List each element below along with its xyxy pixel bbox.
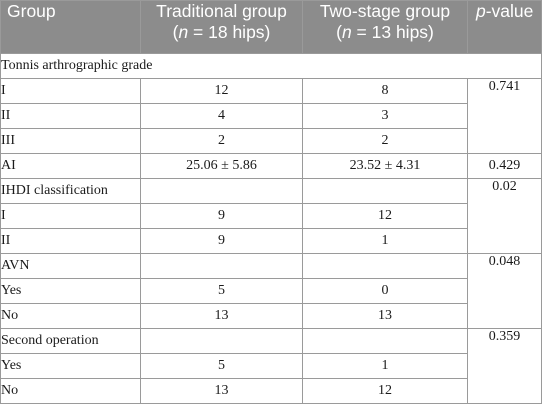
row-label: Yes (0, 278, 141, 304)
table-row: III 2 2 (0, 128, 542, 154)
two-stage-value: 0 (302, 278, 468, 304)
empty-cell (140, 178, 303, 204)
row-label: Yes (0, 353, 141, 379)
two-stage-value: 12 (302, 203, 468, 229)
row-label: No (0, 378, 141, 404)
row-label: I (0, 203, 141, 229)
traditional-value: 4 (140, 103, 303, 129)
section-row-tonnis: Tonnis arthrographic grade (0, 53, 542, 79)
table-row: No 13 12 (0, 378, 542, 404)
table-row: II 9 1 (0, 228, 542, 254)
traditional-value: 5 (140, 353, 303, 379)
empty-cell (302, 328, 468, 354)
traditional-value: 9 (140, 203, 303, 229)
header-group: Group (0, 0, 141, 54)
traditional-value: 9 (140, 228, 303, 254)
empty-cell (140, 328, 303, 354)
section-row-ihdi: IHDI classification 0.02 (0, 178, 542, 254)
section-title-avn: AVN (0, 253, 141, 279)
table-row: I 12 8 0.741 (0, 78, 542, 154)
row-label: I (0, 78, 141, 104)
p-value-second-operation: 0.359 (467, 328, 542, 404)
table-row: No 13 13 (0, 303, 542, 329)
two-stage-value: 1 (302, 353, 468, 379)
two-stage-value: 1 (302, 228, 468, 254)
table-row: I 9 12 (0, 203, 542, 229)
row-label: II (0, 103, 141, 129)
header-two-stage-group: Two-stage group (n = 13 hips) (302, 0, 468, 54)
two-stage-value: 13 (302, 303, 468, 329)
table-row: Yes 5 0 (0, 278, 542, 304)
row-label: AI (0, 153, 141, 179)
section-title-second-operation: Second operation (0, 328, 141, 354)
traditional-value: 2 (140, 128, 303, 154)
two-stage-value: 2 (302, 128, 468, 154)
table-row: Yes 5 1 (0, 353, 542, 379)
two-stage-value: 23.52 ± 4.31 (302, 153, 468, 179)
section-title-ihdi: IHDI classification (0, 178, 141, 204)
two-stage-value: 8 (302, 78, 468, 104)
header-row: Group Traditional group (n = 18 hips) Tw… (0, 0, 542, 54)
table-row-ai: AI 25.06 ± 5.86 23.52 ± 4.31 0.429 (0, 153, 542, 179)
header-p-value: p-value (467, 0, 542, 54)
row-label: No (0, 303, 141, 329)
empty-cell (302, 178, 468, 204)
p-value-avn: 0.048 (467, 253, 542, 329)
row-label: II (0, 228, 141, 254)
empty-cell (302, 253, 468, 279)
header-traditional-group: Traditional group (n = 18 hips) (140, 0, 303, 54)
traditional-value: 25.06 ± 5.86 (140, 153, 303, 179)
traditional-value: 5 (140, 278, 303, 304)
section-row-second-operation: Second operation 0.359 (0, 328, 542, 404)
two-stage-value: 12 (302, 378, 468, 404)
section-title-tonnis: Tonnis arthrographic grade (0, 53, 542, 79)
p-value-ai: 0.429 (467, 153, 542, 179)
p-value-ihdi: 0.02 (467, 178, 542, 254)
row-label: III (0, 128, 141, 154)
traditional-value: 13 (140, 378, 303, 404)
p-value-tonnis: 0.741 (467, 78, 542, 154)
two-stage-value: 3 (302, 103, 468, 129)
traditional-value: 12 (140, 78, 303, 104)
traditional-value: 13 (140, 303, 303, 329)
empty-cell (140, 253, 303, 279)
section-row-avn: AVN 0.048 (0, 253, 542, 329)
table-row: II 4 3 (0, 103, 542, 129)
